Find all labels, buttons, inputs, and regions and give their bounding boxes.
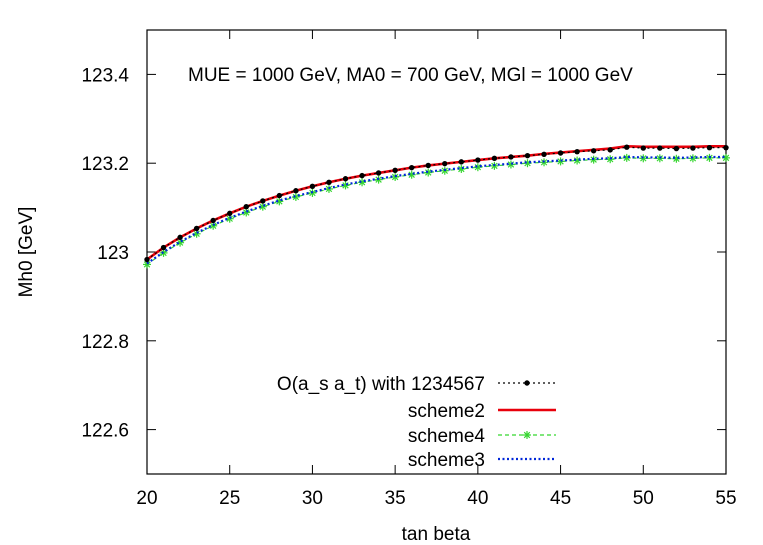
x-tick-label: 30 xyxy=(302,488,323,509)
data-point xyxy=(508,154,514,160)
x-tick-label: 25 xyxy=(219,488,240,509)
data-point xyxy=(474,163,482,171)
data-point xyxy=(590,148,597,154)
data-point xyxy=(342,176,349,182)
legend-label: scheme3 xyxy=(408,450,485,471)
data-point xyxy=(227,210,233,217)
series-3 xyxy=(146,155,726,265)
data-point xyxy=(723,144,729,151)
y-tick-label: 122.8 xyxy=(81,332,129,353)
data-point xyxy=(458,159,465,165)
series-0 xyxy=(144,144,729,263)
data-point xyxy=(326,179,332,185)
x-tick-label: 20 xyxy=(136,488,157,509)
data-point xyxy=(706,144,713,151)
series-1 xyxy=(146,145,726,261)
y-tick-label: 123.2 xyxy=(81,154,129,175)
data-point xyxy=(624,144,630,150)
x-tick-label: 50 xyxy=(633,488,654,509)
data-point xyxy=(143,261,151,268)
x-tick-label: 35 xyxy=(385,488,406,509)
legend-label: O(a_s a_t) with 1234567 xyxy=(277,374,485,395)
data-point xyxy=(144,256,150,263)
data-point xyxy=(193,225,200,232)
data-point xyxy=(425,169,432,176)
y-tick-label: 123 xyxy=(97,243,129,264)
y-tick-label: 123.4 xyxy=(81,65,129,86)
data-point xyxy=(375,170,382,176)
data-point xyxy=(359,172,365,179)
chart-annotation: MUE = 1000 GeV, MA0 = 700 GeV, MGl = 100… xyxy=(188,65,633,86)
data-point xyxy=(524,152,531,159)
data-point xyxy=(160,244,167,251)
data-point xyxy=(607,147,613,153)
data-point xyxy=(226,215,233,222)
data-point xyxy=(574,148,580,155)
data-point xyxy=(177,234,183,241)
data-point xyxy=(491,155,498,162)
axis-tick-labels: 20 25 30 35 40 45 50 55 122.6 122.8 123 123.2 123.4 xyxy=(81,65,736,509)
data-point xyxy=(541,151,547,158)
series-line xyxy=(146,155,726,265)
data-point xyxy=(260,198,266,204)
series-line xyxy=(146,145,726,261)
data-point xyxy=(557,150,564,156)
data-point xyxy=(243,204,249,210)
data-point xyxy=(425,162,431,169)
legend-label: scheme4 xyxy=(408,426,486,447)
y-tick-label: 122.6 xyxy=(81,421,129,442)
x-axis-label: tan beta xyxy=(402,524,471,545)
legend-marker xyxy=(524,380,530,386)
x-tick-label: 40 xyxy=(467,488,488,509)
data-point xyxy=(408,164,415,171)
data-point xyxy=(722,154,730,162)
data-point xyxy=(673,145,680,152)
data-point xyxy=(309,183,316,189)
data-point xyxy=(475,157,481,163)
data-point xyxy=(209,222,217,230)
y-axis-label: Mh0 [GeV] xyxy=(16,207,37,298)
data-point xyxy=(210,217,216,224)
legend: O(a_s a_t) with 1234567 scheme2 scheme4 sch… xyxy=(277,374,556,471)
data-point xyxy=(276,192,283,199)
data-point xyxy=(293,188,299,194)
legend-marker xyxy=(523,431,531,439)
x-tick-label: 55 xyxy=(715,488,736,509)
legend-label: scheme2 xyxy=(408,401,485,422)
data-point xyxy=(442,160,448,167)
data-point xyxy=(243,209,250,216)
series-layer xyxy=(143,144,730,269)
data-point xyxy=(392,167,398,174)
data-point xyxy=(657,145,663,151)
data-point xyxy=(690,145,696,151)
data-point xyxy=(640,145,646,151)
x-tick-label: 45 xyxy=(550,488,571,509)
axis-ticks xyxy=(146,30,727,474)
